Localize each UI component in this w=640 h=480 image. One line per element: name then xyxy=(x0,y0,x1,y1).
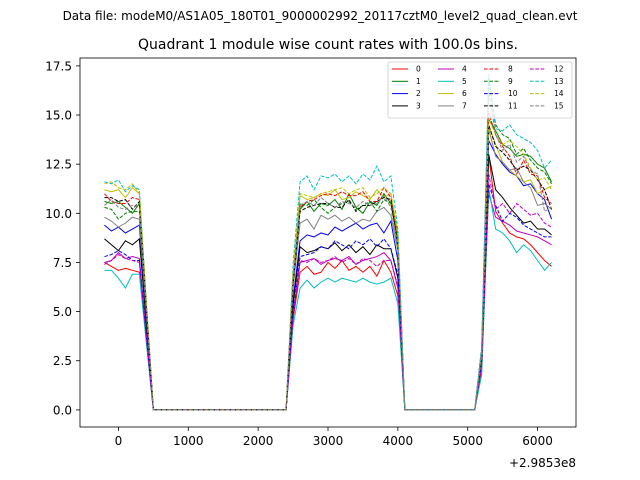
legend-label-5: 5 xyxy=(462,77,467,86)
legend-label-0: 0 xyxy=(416,65,421,74)
series-line-9 xyxy=(104,81,552,411)
legend-label-1: 1 xyxy=(416,77,421,86)
series-line-15 xyxy=(104,91,552,411)
y-tick-label: 12.5 xyxy=(45,158,72,172)
chart-title: Quadrant 1 module wise count rates with … xyxy=(138,37,518,53)
legend-label-11: 11 xyxy=(508,101,518,110)
x-axis: 0 1000 2000 3000 4000 5000 6000 xyxy=(115,427,553,448)
figure-suptitle: Data file: modeM0/AS1A05_180T01_90000029… xyxy=(63,9,578,23)
y-axis: 0.0 2.5 5.0 7.5 10.0 12.5 15.0 17.5 xyxy=(45,59,80,417)
y-tick-label: 15.0 xyxy=(45,109,72,123)
legend-label-6: 6 xyxy=(462,89,467,98)
y-tick-label: 5.0 xyxy=(53,305,72,319)
series-line-10 xyxy=(104,183,552,411)
legend-label-9: 9 xyxy=(508,77,513,86)
x-tick-label: 1000 xyxy=(173,434,204,448)
series-layer xyxy=(104,73,553,411)
legend-label-12: 12 xyxy=(554,65,564,74)
x-tick-label: 2000 xyxy=(243,434,274,448)
legend-label-8: 8 xyxy=(508,65,513,74)
legend-label-14: 14 xyxy=(554,89,564,98)
legend-label-7: 7 xyxy=(462,101,467,110)
y-tick-label: 2.5 xyxy=(53,354,72,368)
legend-label-10: 10 xyxy=(508,89,518,98)
y-tick-label: 7.5 xyxy=(53,256,72,270)
x-tick-label: 4000 xyxy=(383,434,414,448)
legend-label-3: 3 xyxy=(416,101,421,110)
x-axis-offset-label: +2.9853e8 xyxy=(509,456,576,470)
plot-area xyxy=(79,57,577,428)
legend-label-13: 13 xyxy=(554,77,564,86)
x-tick-label: 6000 xyxy=(522,434,553,448)
legend-label-15: 15 xyxy=(554,101,564,110)
y-tick-label: 10.0 xyxy=(45,207,72,221)
series-line-12 xyxy=(104,173,552,411)
series-line-3 xyxy=(104,154,552,411)
y-tick-label: 0.0 xyxy=(53,403,72,417)
legend-label-2: 2 xyxy=(416,89,421,98)
x-tick-label: 3000 xyxy=(313,434,344,448)
x-tick-label: 5000 xyxy=(452,434,483,448)
legend-box xyxy=(387,61,573,119)
legend-label-4: 4 xyxy=(462,65,467,74)
y-tick-label: 17.5 xyxy=(45,59,72,73)
series-line-11 xyxy=(104,124,553,411)
x-tick-label: 0 xyxy=(115,434,123,448)
